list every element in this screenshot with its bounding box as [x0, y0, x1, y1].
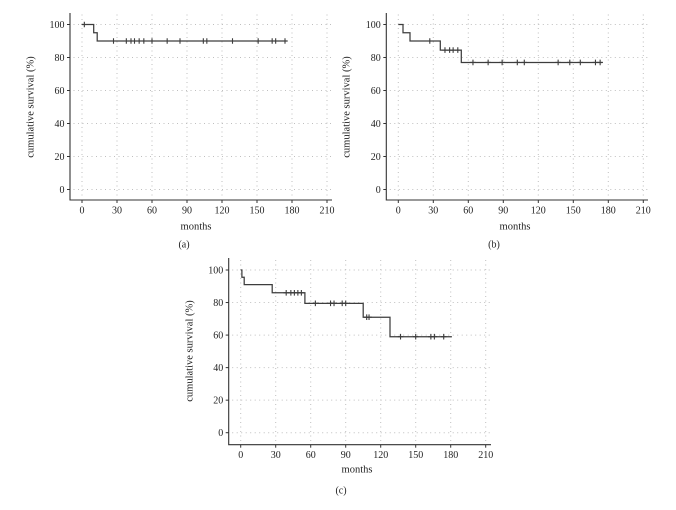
censor-mark [164, 38, 170, 44]
x-tick-label: 0 [80, 206, 85, 217]
censor-mark [521, 59, 528, 66]
y-axis-title-c: cumulative survival (%) [184, 300, 196, 402]
subplot-label-a: (a) [178, 239, 190, 251]
y-tick-label: 80 [371, 53, 381, 64]
y-tick-label: 40 [55, 119, 65, 130]
y-tick-label: 60 [371, 86, 381, 97]
y-tick-label: 0 [60, 185, 65, 196]
x-axis-title-a: months [180, 221, 212, 233]
x-tick-label: 30 [112, 206, 122, 217]
censor-mark [450, 47, 456, 53]
x-tick-label: 210 [478, 450, 493, 461]
censor-mark [555, 59, 561, 66]
axis-lines [228, 258, 491, 446]
x-tick-label: 90 [341, 450, 351, 461]
x-tick-label: 150 [408, 450, 423, 461]
x-tick-label: 120 [215, 206, 230, 217]
censor-mark [470, 59, 476, 66]
censor-mark [597, 59, 603, 66]
censor-mark [455, 47, 461, 53]
y-tick-label: 20 [213, 396, 223, 407]
censor-mark [272, 38, 279, 44]
x-tick-label: 210 [320, 206, 335, 217]
censor-mark [123, 38, 130, 44]
y-tick-label: 100 [366, 20, 381, 31]
survival-panel-b: 0 30 60 90 120 150 180 210 0 20 40 60 80 100 [366, 13, 651, 217]
y-tick-label: 0 [218, 428, 223, 439]
censor-mark [298, 289, 305, 296]
x-tick-label: 210 [636, 206, 651, 217]
y-tick-label: 60 [213, 331, 223, 342]
censor-mark [427, 38, 433, 44]
x-tick-label: 180 [443, 450, 458, 461]
censor-mark [312, 300, 319, 307]
censor-mark [204, 38, 210, 44]
censor-mark [366, 314, 372, 320]
censor-mark [81, 21, 88, 28]
subplot-label-b: (b) [488, 239, 500, 251]
x-axis-title-b: months [499, 221, 531, 233]
censor-mark [514, 59, 521, 66]
survival-curve [398, 23, 603, 64]
censor-mark [567, 59, 573, 66]
x-tick-label: 150 [566, 206, 581, 217]
censor-mark [255, 38, 261, 44]
censor-mark [149, 38, 155, 44]
x-tick-label: 0 [396, 206, 401, 217]
censor-mark [499, 59, 505, 66]
x-tick-label: 60 [147, 206, 157, 217]
x-tick-label: 60 [463, 206, 473, 217]
censor-mark [331, 300, 337, 307]
censor-mark [431, 333, 438, 340]
x-tick-label: 90 [182, 206, 192, 217]
x-tick-label: 150 [250, 206, 265, 217]
y-tick-label: 40 [213, 363, 223, 374]
y-tick-label: 20 [55, 152, 65, 163]
x-tick-label: 0 [238, 450, 243, 461]
y-tick-label: 100 [208, 266, 223, 277]
censor-mark [229, 38, 236, 44]
axis-lines [69, 13, 332, 201]
censor-mark [342, 300, 349, 307]
axis-lines [385, 13, 648, 201]
y-tick-label: 20 [371, 152, 381, 163]
censor-mark [485, 59, 491, 66]
survival-panel-a: 0 30 60 90 120 150 180 210 0 20 40 60 80 100 [50, 13, 335, 217]
censor-mark [577, 59, 584, 66]
x-tick-label: 120 [373, 450, 388, 461]
x-tick-label: 180 [285, 206, 300, 217]
y-axis-title-b: cumulative survival (%) [341, 56, 353, 158]
subplot-label-c: (c) [335, 485, 347, 497]
censor-mark [110, 38, 117, 44]
y-tick-label: 80 [55, 53, 65, 64]
censor-mark [177, 38, 183, 44]
y-tick-label: 100 [50, 20, 65, 31]
censor-mark [412, 333, 419, 340]
x-tick-label: 180 [601, 206, 616, 217]
censor-mark [282, 38, 288, 44]
y-tick-label: 0 [376, 185, 381, 196]
x-tick-label: 90 [498, 206, 508, 217]
x-tick-label: 60 [306, 450, 316, 461]
censor-mark [397, 333, 404, 340]
x-tick-label: 120 [531, 206, 546, 217]
y-tick-label: 40 [371, 119, 381, 130]
y-axis-title-a: cumulative survival (%) [25, 56, 37, 158]
y-tick-label: 60 [55, 86, 65, 97]
y-tick-label: 80 [213, 298, 223, 309]
censor-mark [440, 333, 447, 340]
censor-mark [141, 38, 147, 44]
x-axis-title-c: months [341, 464, 373, 476]
x-tick-label: 30 [271, 450, 281, 461]
x-tick-label: 30 [428, 206, 438, 217]
survival-panel-c: 0 30 60 90 120 150 180 210 0 20 40 60 80 100 [208, 258, 493, 461]
